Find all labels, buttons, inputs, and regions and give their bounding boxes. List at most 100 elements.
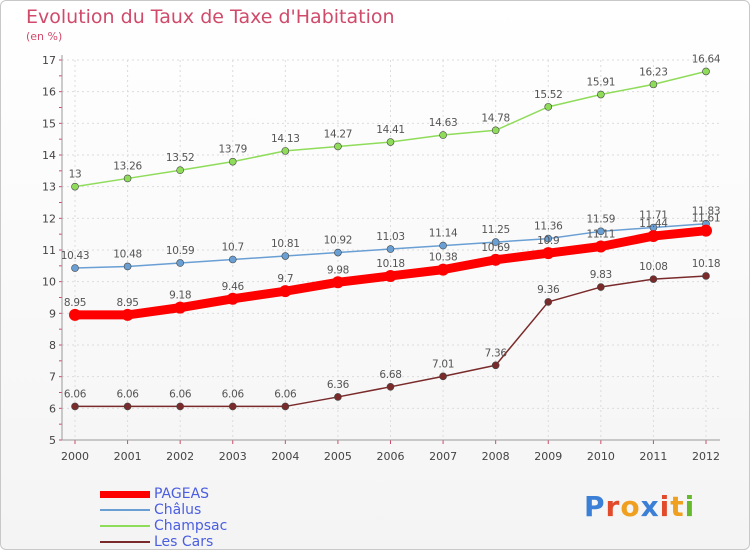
data-label: 13.79 xyxy=(218,144,247,156)
data-point xyxy=(123,262,132,271)
x-tick-label: 2005 xyxy=(324,450,352,463)
y-tick-label: 11 xyxy=(42,244,56,257)
data-label: 15.52 xyxy=(534,89,563,101)
data-label: 10.9 xyxy=(537,235,559,247)
data-label: 11.25 xyxy=(481,224,510,236)
data-point xyxy=(281,402,290,411)
data-point xyxy=(176,166,184,174)
data-label: 10.18 xyxy=(376,258,405,270)
data-label: 11.14 xyxy=(429,228,458,240)
data-point xyxy=(544,298,553,306)
data-label: 7.01 xyxy=(432,358,454,370)
data-label: 14.13 xyxy=(271,133,300,145)
data-label: 11.11 xyxy=(587,229,616,241)
data-point xyxy=(386,382,395,391)
legend-item: PAGEAS xyxy=(100,486,227,502)
data-label: 10.92 xyxy=(324,235,353,247)
y-tick-label: 15 xyxy=(42,117,56,130)
logo-letter: i xyxy=(659,490,671,523)
logo-letter: r xyxy=(605,490,621,523)
data-point xyxy=(71,264,79,272)
data-point xyxy=(331,276,344,289)
legend-label: Châlus xyxy=(154,502,202,518)
chart-unit-label: (en %) xyxy=(26,30,63,43)
data-label: 11.61 xyxy=(692,213,721,225)
chart-title: Evolution du Taux de Taxe d'Habitation xyxy=(26,6,395,28)
data-label: 11.36 xyxy=(534,221,563,233)
x-tick-label: 2001 xyxy=(114,450,142,463)
data-label: 8.95 xyxy=(116,297,138,309)
data-label: 11.44 xyxy=(639,218,668,230)
data-label: 10.43 xyxy=(61,250,90,262)
data-label: 6.36 xyxy=(327,379,350,391)
data-point xyxy=(226,292,239,305)
data-label: 6.06 xyxy=(116,388,139,400)
data-label: 11.83 xyxy=(692,206,721,218)
data-point xyxy=(384,269,397,282)
legend-label: Champsac xyxy=(154,518,228,534)
data-point xyxy=(491,238,500,246)
data-label: 14.63 xyxy=(429,117,458,129)
data-point xyxy=(594,240,607,253)
x-tick-label: 2008 xyxy=(482,450,510,463)
legend-swatch xyxy=(100,541,150,543)
data-label: 13.52 xyxy=(166,152,195,164)
data-label: 10.38 xyxy=(429,252,458,264)
x-tick-label: 2011 xyxy=(639,450,667,463)
data-point xyxy=(279,285,292,298)
data-point xyxy=(649,80,658,89)
data-point xyxy=(647,230,660,243)
data-label: 9.83 xyxy=(590,269,612,281)
y-tick-label: 17 xyxy=(42,54,56,67)
data-point xyxy=(386,138,395,146)
data-point xyxy=(544,103,553,111)
data-label: 10.59 xyxy=(166,245,195,257)
x-tick-label: 2003 xyxy=(219,450,247,463)
data-point xyxy=(176,402,184,411)
data-point xyxy=(702,67,710,76)
data-point xyxy=(71,182,79,191)
data-label: 14.41 xyxy=(376,124,405,136)
x-tick-label: 2004 xyxy=(271,450,299,463)
x-tick-label: 2010 xyxy=(587,450,615,463)
data-label: 10.08 xyxy=(639,261,668,273)
data-label: 11.59 xyxy=(587,213,616,225)
logo-letter: P xyxy=(584,490,606,523)
y-tick-label: 6 xyxy=(49,402,56,415)
x-tick-label: 2002 xyxy=(166,450,194,463)
y-tick-label: 16 xyxy=(42,86,56,99)
x-tick-label: 2012 xyxy=(692,450,720,463)
data-label: 11.71 xyxy=(639,210,668,222)
x-tick-label: 2007 xyxy=(429,450,457,463)
data-point xyxy=(69,308,81,321)
y-tick-label: 14 xyxy=(42,149,56,162)
data-point xyxy=(386,245,395,253)
data-point xyxy=(700,224,712,237)
data-point xyxy=(281,147,290,155)
legend-item: Châlus xyxy=(100,502,227,518)
data-point xyxy=(123,402,132,411)
logo-letter: i xyxy=(684,490,696,523)
data-label: 6.06 xyxy=(169,388,192,400)
y-tick-label: 8 xyxy=(49,339,56,352)
legend-label: Les Cars xyxy=(154,534,214,550)
data-label: 6.68 xyxy=(379,369,401,381)
data-point xyxy=(281,252,290,260)
data-point xyxy=(702,272,710,280)
data-point xyxy=(174,301,187,314)
data-label: 14.27 xyxy=(324,128,353,140)
y-tick-label: 12 xyxy=(42,212,56,225)
logo-letter: o xyxy=(620,490,641,523)
data-label: 13 xyxy=(69,169,82,181)
data-label: 11.03 xyxy=(376,231,405,243)
data-label: 16.23 xyxy=(639,66,668,78)
data-point xyxy=(491,361,500,370)
data-label: 10.69 xyxy=(481,242,510,254)
data-point xyxy=(489,253,502,266)
legend-item: Les Cars xyxy=(100,534,227,550)
legend-label: PAGEAS xyxy=(154,486,210,502)
y-tick-label: 9 xyxy=(49,307,56,320)
data-point xyxy=(334,142,342,151)
logo-letter: x xyxy=(640,490,660,523)
chart-legend: PAGEAS Châlus Champsac Les Cars xyxy=(100,486,227,550)
